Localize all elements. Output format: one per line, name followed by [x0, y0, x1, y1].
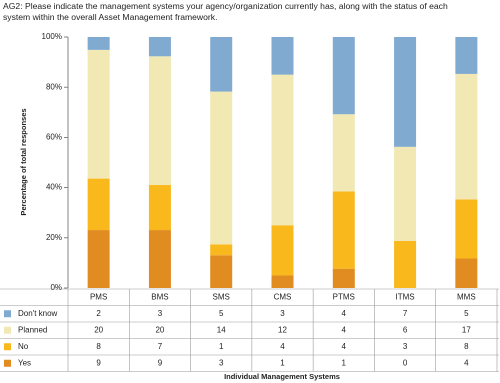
- bar-segment: [332, 37, 355, 115]
- x-tick-label: BMS: [151, 292, 168, 301]
- table-value: 5: [219, 309, 224, 318]
- legend-swatch: [4, 310, 11, 318]
- bar-segment: [148, 56, 171, 186]
- bar-segment: [394, 146, 417, 241]
- legend-swatch: [4, 359, 11, 367]
- y-tick-label: 100%: [42, 32, 62, 41]
- bar-segment: [148, 37, 171, 57]
- table-value: 3: [158, 309, 163, 318]
- table-value: 8: [96, 342, 101, 351]
- table-value: 12: [278, 325, 287, 334]
- legend-label: Yes: [18, 358, 31, 367]
- bar-segment: [271, 74, 294, 226]
- table-value: 20: [155, 325, 164, 334]
- x-tick-label: ITMS: [396, 292, 415, 301]
- y-tick-label: 80%: [46, 82, 62, 91]
- bar-segment: [87, 37, 110, 50]
- table-value: 5: [464, 309, 469, 318]
- table-value: 3: [403, 342, 408, 351]
- table-value: 8: [464, 342, 469, 351]
- table-value: 4: [342, 325, 347, 334]
- bar-segment: [332, 268, 355, 288]
- table-value: 0: [403, 358, 408, 367]
- legend-label: Planned: [18, 325, 47, 334]
- bar-segment: [210, 255, 233, 288]
- table-value: 20: [94, 325, 103, 334]
- bar-segment: [394, 37, 417, 147]
- x-tick-label: MMS: [457, 292, 476, 301]
- table-value: 1: [219, 342, 224, 351]
- bar-segment: [271, 37, 294, 75]
- legend-swatch: [4, 343, 11, 351]
- y-tick-label: 0%: [50, 283, 62, 292]
- x-tick-label: CMS: [274, 292, 292, 301]
- y-tick-label: 20%: [46, 233, 62, 242]
- chart-title: AG2: Please indicate the management syst…: [3, 1, 448, 22]
- table-value: 17: [462, 325, 471, 334]
- bar-segment: [455, 73, 478, 200]
- bar-segment: [87, 49, 110, 179]
- bar-segment: [148, 185, 171, 231]
- bar-segment: [332, 114, 355, 192]
- legend-label: No: [18, 342, 29, 351]
- table-value: 9: [96, 358, 101, 367]
- bar-segment: [148, 230, 171, 288]
- table-value: 14: [217, 325, 226, 334]
- x-tick-label: PTMS: [333, 292, 355, 301]
- bar-segment: [87, 230, 110, 288]
- legend-swatch: [4, 326, 11, 334]
- x-tick-label: SMS: [213, 292, 230, 301]
- bar-segment: [394, 240, 417, 288]
- table-value: 2: [96, 309, 101, 318]
- table-value: 4: [280, 342, 285, 351]
- table-value: 4: [342, 342, 347, 351]
- table-value: 9: [158, 358, 163, 367]
- bar-segment: [455, 199, 478, 259]
- table-value: 7: [158, 342, 163, 351]
- y-axis-label: Percentage of total responses: [19, 108, 28, 215]
- legend-label: Don't know: [18, 309, 58, 318]
- table-value: 4: [342, 309, 347, 318]
- bar-segment: [332, 191, 355, 269]
- table-value: 7: [403, 309, 408, 318]
- table-value: 3: [280, 309, 285, 318]
- table-value: 4: [464, 358, 469, 367]
- bar-segment: [210, 91, 233, 245]
- bar-segment: [455, 37, 478, 74]
- table-value: 3: [219, 358, 224, 367]
- bar-segment: [87, 178, 110, 231]
- bar-segment: [210, 37, 233, 92]
- x-axis-label: Individual Management Systems: [224, 372, 340, 381]
- y-tick-label: 40%: [46, 183, 62, 192]
- table-value: 6: [403, 325, 408, 334]
- bar-segment: [271, 275, 294, 288]
- bar-segment: [455, 258, 478, 288]
- table-value: 1: [280, 358, 285, 367]
- table-value: 1: [342, 358, 347, 367]
- bar-segment: [210, 244, 233, 256]
- y-tick-label: 60%: [46, 133, 62, 142]
- x-tick-label: PMS: [90, 292, 107, 301]
- bar-segment: [271, 225, 294, 276]
